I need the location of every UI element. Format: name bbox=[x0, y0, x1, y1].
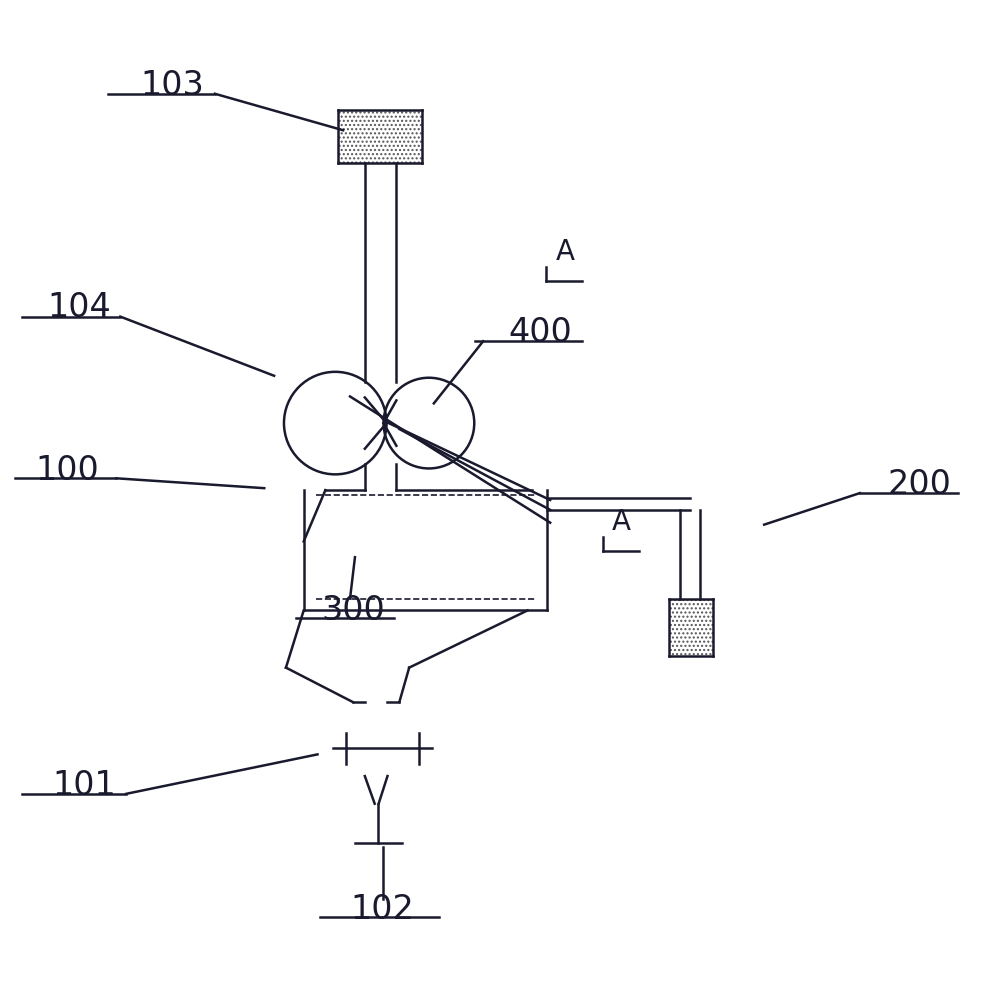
Text: 400: 400 bbox=[509, 316, 572, 349]
Text: 104: 104 bbox=[47, 291, 110, 324]
Text: A: A bbox=[611, 508, 631, 536]
Text: 100: 100 bbox=[35, 454, 99, 487]
Text: A: A bbox=[555, 238, 575, 266]
Text: 101: 101 bbox=[52, 769, 115, 802]
Text: 300: 300 bbox=[321, 594, 385, 627]
Text: 200: 200 bbox=[887, 468, 951, 501]
Text: 103: 103 bbox=[141, 69, 204, 102]
Text: 102: 102 bbox=[351, 893, 414, 926]
Bar bbox=[338, 110, 422, 163]
Bar bbox=[669, 599, 713, 656]
